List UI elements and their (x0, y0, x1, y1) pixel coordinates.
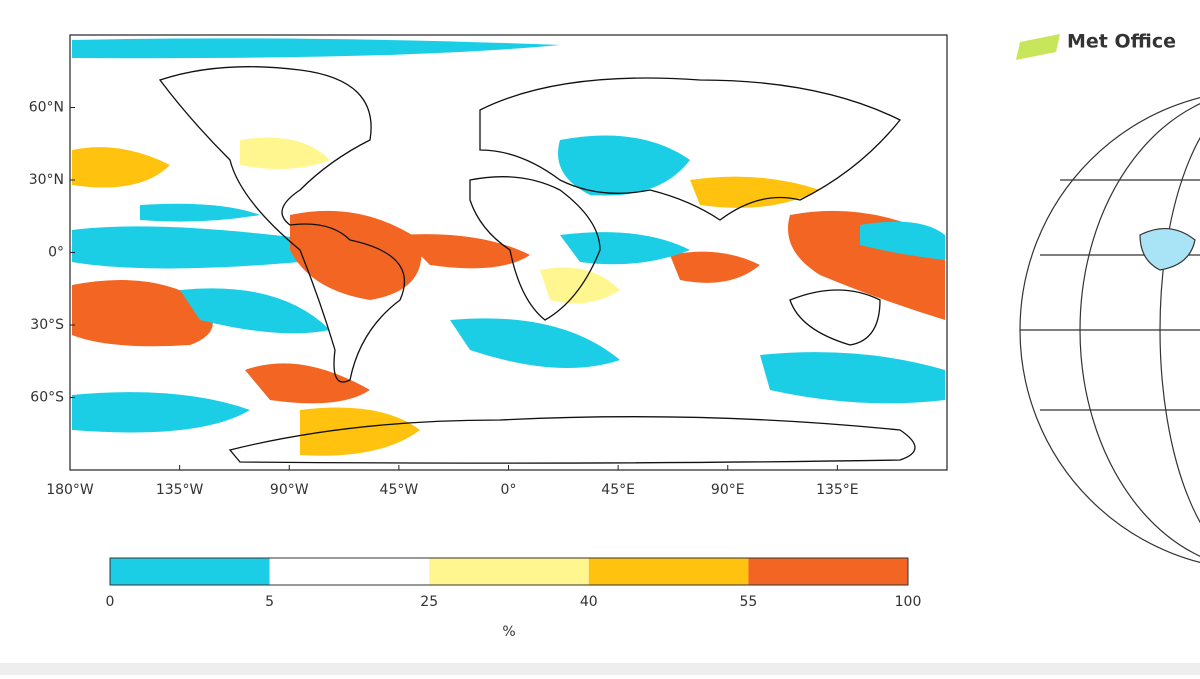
x-tick-label: 135°E (816, 482, 859, 498)
colorbar-bin (588, 558, 749, 585)
y-tick-label: 30°S (30, 317, 64, 333)
field-patch (558, 135, 690, 196)
field-patch (760, 352, 945, 404)
x-tick-label: 45°W (380, 482, 419, 498)
globe-inset (1019, 97, 1200, 563)
field-patch (560, 232, 690, 265)
colorbar-frame (109, 557, 909, 586)
x-tick-label: 0° (501, 482, 517, 498)
field-patch (450, 318, 620, 368)
x-tick-label: 180°W (46, 482, 94, 498)
field-patch (400, 234, 530, 269)
y-tick-label: 30°N (29, 172, 64, 188)
x-tick-label: 45°E (601, 482, 635, 498)
map-fields (70, 35, 947, 470)
colorbar-bin (748, 558, 908, 585)
y-tick-label: 60°N (29, 100, 64, 116)
field-patch (72, 147, 170, 188)
colorbar-tick-label: 0 (106, 594, 115, 610)
field-patch (690, 176, 820, 208)
x-tick-label: 90°E (711, 482, 745, 498)
colorbar-bin (269, 558, 430, 585)
coastlines (158, 66, 916, 464)
coastline (158, 66, 405, 383)
colorbar-bin (110, 558, 270, 585)
field-patch (72, 38, 560, 59)
field-patch (670, 251, 760, 283)
bottom-strip (0, 663, 1200, 675)
field-patch (180, 288, 330, 334)
y-tick-label: 0° (48, 245, 64, 261)
coastline (479, 77, 902, 221)
colorbar-tick-label: 55 (739, 594, 757, 610)
coastline (789, 289, 881, 346)
field-patch (540, 267, 620, 304)
logo-mark (1016, 34, 1060, 60)
colorbar-tick-label: 40 (580, 594, 598, 610)
coastline (228, 416, 916, 464)
field-patch (140, 203, 260, 222)
colorbar-tick-label: 5 (265, 594, 274, 610)
field-patch (72, 226, 315, 269)
x-tick-label: 135°W (156, 482, 204, 498)
logo-text: Met Office (1067, 31, 1176, 53)
field-patch (300, 407, 420, 456)
coastline (469, 176, 601, 321)
met-office-logo: Met Office (1016, 31, 1176, 60)
colorbar-tick-label: 100 (895, 594, 922, 610)
field-patch (290, 210, 422, 300)
field-patch (860, 221, 945, 260)
colorbar-bin (429, 558, 589, 585)
y-tick-label: 60°S (30, 390, 64, 406)
colorbar-tick-label: 25 (420, 594, 438, 610)
field-patch (240, 137, 330, 169)
colorbar-label: % (502, 624, 515, 640)
x-tick-label: 90°W (270, 482, 309, 498)
field-patch (245, 363, 370, 404)
field-patch (72, 280, 213, 347)
field-patch (72, 392, 250, 433)
